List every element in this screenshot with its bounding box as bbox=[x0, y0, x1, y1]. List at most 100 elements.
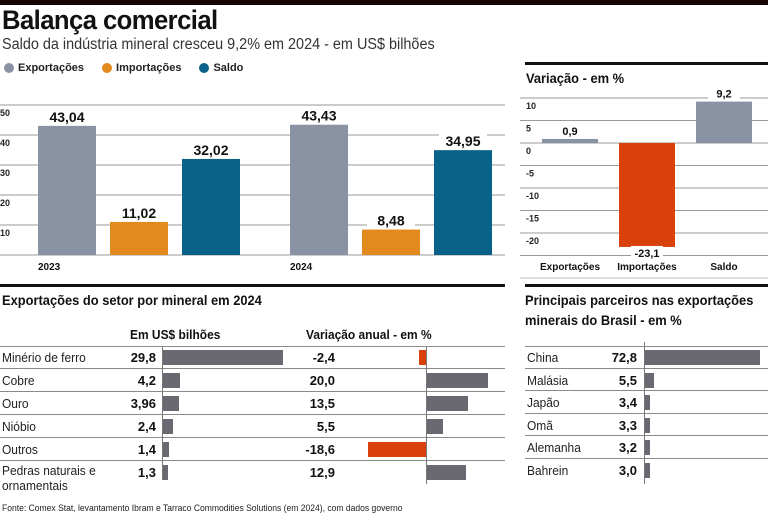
table-row: Minério de ferro 29,8 -2,4 bbox=[0, 346, 505, 369]
bar-axis-line bbox=[426, 346, 427, 484]
mineral-name: Nióbio bbox=[2, 419, 36, 434]
table-row: Pedras naturais e ornamentais 1,3 12,9 bbox=[0, 461, 505, 497]
share-bar bbox=[645, 350, 760, 365]
y-tick-label: -20 bbox=[526, 236, 539, 246]
table-row: Cobre 4,2 20,0 bbox=[0, 369, 505, 392]
section-rule bbox=[525, 284, 768, 287]
share-value: 5,5 bbox=[618, 372, 637, 388]
y-tick-label: 30 bbox=[0, 168, 10, 178]
table-row: Outros 1,4 -18,6 bbox=[0, 438, 505, 461]
country-name: Alemanha bbox=[527, 440, 581, 455]
y-tick-label: 5 bbox=[526, 124, 531, 134]
y-tick-label: 40 bbox=[0, 138, 10, 148]
legend-label: Importações bbox=[116, 62, 182, 74]
export-value-bar bbox=[163, 350, 283, 365]
data-label: -23,1 bbox=[634, 248, 659, 260]
table-row: Alemanha 3,2 bbox=[525, 436, 768, 459]
bar-axis-line bbox=[644, 342, 645, 484]
share-value: 3,2 bbox=[618, 440, 637, 455]
table-row: Japão 3,4 bbox=[525, 391, 768, 414]
partners-table-title-line1: Principais parceiros nas exportações bbox=[525, 292, 754, 308]
table-row: Malásia 5,5 bbox=[525, 369, 768, 391]
y-tick-label: 10 bbox=[0, 228, 10, 238]
change-value: -18,6 bbox=[305, 442, 335, 457]
data-label: 0,9 bbox=[562, 126, 577, 138]
column-header-change: Variação anual - em % bbox=[306, 327, 432, 342]
share-bar bbox=[645, 372, 654, 388]
share-value: 3,0 bbox=[618, 462, 637, 478]
mineral-name: Ouro bbox=[2, 396, 29, 411]
table-row: Omã 3,3 bbox=[525, 414, 768, 436]
data-label-bg bbox=[367, 211, 415, 228]
export-value-bar bbox=[163, 419, 173, 434]
data-label-bg bbox=[439, 132, 487, 149]
y-tick-label: 10 bbox=[526, 101, 536, 111]
minerals-table: Minério de ferro 29,8 -2,4 Cobre 4,2 20,0 Ouro… bbox=[0, 346, 505, 496]
bar-saldo bbox=[434, 150, 492, 255]
mineral-name: Minério de ferro bbox=[2, 350, 86, 365]
bar-exportações bbox=[542, 138, 598, 143]
x-tick-label: Saldo bbox=[710, 262, 737, 273]
x-tick-label: Exportações bbox=[540, 262, 600, 273]
page-title: Balança comercial bbox=[2, 5, 218, 35]
export-value: 2,4 bbox=[137, 419, 156, 434]
data-label: 32,02 bbox=[193, 142, 228, 158]
share-value: 72,8 bbox=[611, 350, 637, 365]
data-label: 43,43 bbox=[301, 108, 336, 124]
variation-chart-title: Variação - em % bbox=[526, 70, 625, 86]
data-label-bg bbox=[43, 107, 91, 124]
top-bar bbox=[0, 0, 768, 5]
data-label: 8,48 bbox=[377, 213, 404, 229]
data-label: 34,95 bbox=[445, 133, 480, 149]
export-value: 3,96 bbox=[130, 396, 156, 411]
change-bar bbox=[426, 396, 468, 411]
share-value: 3,4 bbox=[618, 395, 637, 410]
y-tick-label: 0 bbox=[526, 146, 531, 156]
bar-saldo bbox=[182, 158, 240, 255]
table-row: Bahrein 3,0 bbox=[525, 459, 768, 482]
table-top-rule bbox=[0, 346, 505, 347]
export-value: 1,4 bbox=[137, 442, 156, 457]
partners-table-title-line2: minerais do Brasil - em % bbox=[525, 312, 682, 328]
y-tick-label: -10 bbox=[526, 191, 539, 201]
y-tick-label: 50 bbox=[0, 108, 10, 118]
partners-table: China 72,8 Malásia 5,5 Japão 3,4 Omã 3,3 Alemanh… bbox=[525, 342, 768, 486]
table-row: Nióbio 2,4 5,5 bbox=[0, 415, 505, 438]
export-value: 1,3 bbox=[137, 465, 156, 480]
data-label-bg bbox=[115, 203, 163, 220]
export-value-bar bbox=[163, 465, 169, 480]
export-value-bar bbox=[163, 373, 180, 388]
legend: Exportações Importações Saldo bbox=[4, 62, 243, 74]
export-value: 29,8 bbox=[130, 350, 156, 365]
legend-dot-icon bbox=[102, 63, 113, 73]
export-value-bar bbox=[163, 396, 179, 411]
data-label-bg bbox=[554, 123, 586, 137]
data-label: 43,04 bbox=[49, 109, 84, 125]
legend-dot-icon bbox=[4, 63, 14, 73]
change-bar bbox=[426, 465, 466, 480]
mineral-name: Outros bbox=[2, 442, 38, 457]
country-name: Japão bbox=[527, 395, 560, 410]
share-bar bbox=[645, 395, 651, 410]
page-subtitle: Saldo da indústria mineral cresceu 9,2% … bbox=[2, 36, 435, 53]
legend-item-importacoes: Importações bbox=[102, 62, 181, 74]
change-bar bbox=[426, 373, 488, 388]
data-label: 11,02 bbox=[122, 205, 156, 221]
share-bar bbox=[645, 440, 651, 455]
bar-importações bbox=[110, 221, 168, 255]
export-value: 4,2 bbox=[137, 373, 156, 388]
legend-item-saldo: Saldo bbox=[199, 62, 243, 74]
change-bar bbox=[368, 442, 426, 457]
section-rule bbox=[0, 284, 505, 287]
share-bar bbox=[645, 417, 651, 433]
bar-exportações bbox=[38, 125, 96, 255]
y-tick-label: -15 bbox=[526, 214, 539, 224]
country-name: Omã bbox=[527, 417, 553, 433]
mineral-name: Pedras naturais e ornamentais bbox=[2, 463, 96, 493]
table-row: China 72,8 bbox=[525, 346, 768, 369]
column-header-value: Em US$ bilhões bbox=[130, 327, 221, 342]
y-tick-label: 20 bbox=[0, 198, 10, 208]
data-label-bg bbox=[187, 140, 235, 157]
country-name: China bbox=[527, 350, 559, 365]
share-bar bbox=[645, 462, 650, 478]
